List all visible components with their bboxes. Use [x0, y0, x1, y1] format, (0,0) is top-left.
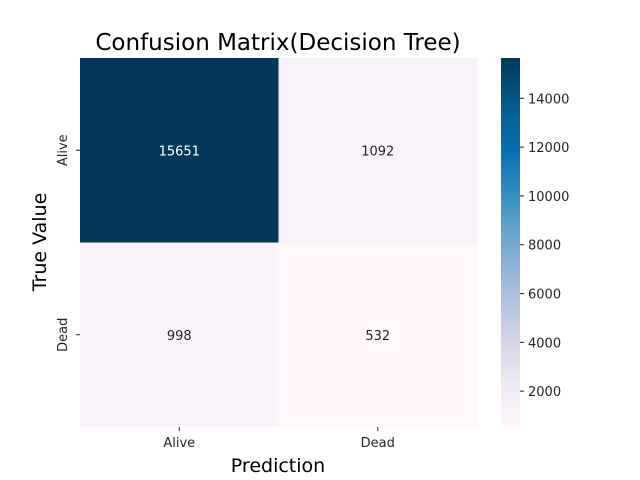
colorbar-tick-label: 8000 — [528, 239, 561, 254]
x-axis-label: Prediction — [231, 455, 325, 477]
heatmap-cell — [278, 242, 477, 427]
colorbar-tick-label: 10000 — [528, 190, 569, 205]
cell-value-label: 998 — [167, 329, 192, 344]
colorbar — [501, 58, 520, 427]
colorbar-tick-label: 14000 — [528, 92, 569, 107]
chart-title: Confusion Matrix(Decision Tree) — [95, 30, 460, 56]
colorbar-tick-label: 12000 — [528, 141, 569, 156]
y-tick-label: Dead — [56, 318, 71, 352]
heatmap-cell — [80, 58, 279, 243]
colorbar-ticks: 2000 4000 6000 8000 10000 12000 14000 — [520, 92, 569, 400]
x-tick-label: Dead — [361, 436, 395, 451]
colorbar-tick-label: 6000 — [528, 288, 561, 303]
heatmap-cell — [278, 58, 477, 243]
colorbar-tick-label: 4000 — [528, 336, 561, 351]
cell-value-label: 1092 — [361, 144, 394, 159]
y-axis: Alive Dead — [56, 134, 80, 352]
cell-value-label: 532 — [365, 329, 390, 344]
x-tick-label: Alive — [163, 436, 195, 451]
y-axis-label: True Value — [29, 193, 51, 293]
cell-value-label: 15651 — [159, 144, 200, 159]
x-axis: Alive Dead — [163, 427, 395, 451]
colorbar-tick-label: 2000 — [528, 385, 561, 400]
cell-annotations: 15651 1092 998 532 — [159, 144, 395, 344]
heatmap-cells — [80, 58, 477, 427]
heatmap-cell — [80, 242, 279, 427]
y-tick-label: Alive — [56, 134, 71, 166]
